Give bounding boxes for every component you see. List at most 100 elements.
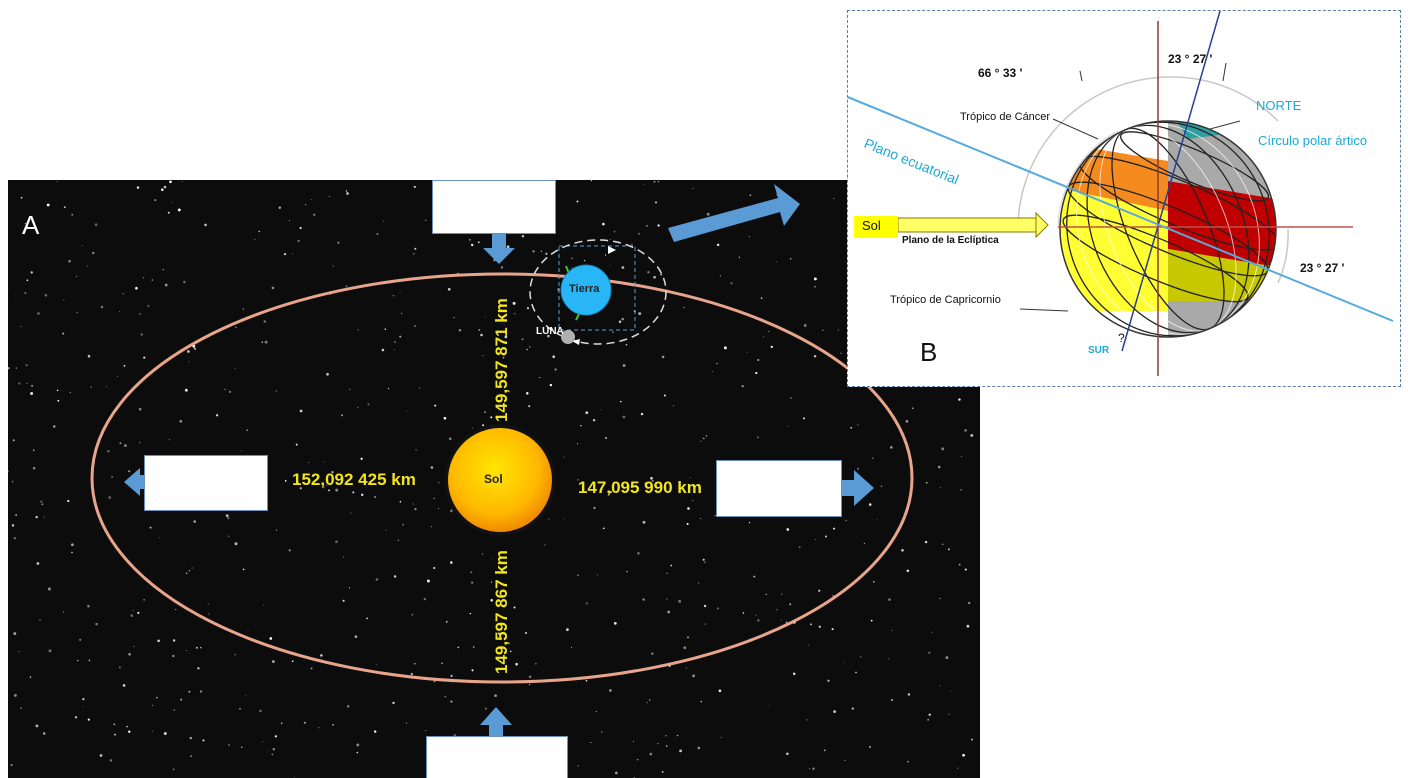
star	[685, 667, 687, 669]
star	[318, 727, 320, 729]
star	[171, 201, 173, 203]
star	[264, 340, 268, 344]
star	[901, 549, 904, 552]
star	[596, 574, 598, 576]
star	[928, 651, 931, 654]
star	[657, 224, 660, 227]
star	[263, 320, 266, 323]
star	[833, 198, 835, 200]
star	[241, 746, 243, 748]
star	[179, 419, 183, 423]
arrow-down-top	[483, 228, 515, 264]
star	[328, 489, 330, 492]
star	[526, 307, 530, 310]
star	[446, 621, 448, 623]
star	[478, 329, 481, 331]
star	[128, 730, 131, 733]
star	[418, 387, 421, 389]
star	[534, 662, 537, 665]
star	[56, 389, 59, 392]
star	[720, 736, 722, 738]
star	[809, 768, 811, 770]
star	[31, 384, 34, 387]
star	[703, 604, 707, 608]
star	[683, 646, 687, 650]
star	[663, 394, 666, 397]
star	[41, 503, 44, 505]
star	[140, 333, 143, 336]
star	[323, 487, 325, 489]
star	[609, 239, 611, 240]
star	[443, 416, 447, 420]
star	[577, 479, 579, 481]
star	[490, 416, 493, 419]
star	[768, 704, 770, 706]
star	[931, 631, 933, 633]
star	[305, 204, 307, 206]
star	[667, 610, 671, 614]
tropico-cancer-label: Trópico de Cáncer	[960, 111, 1051, 123]
star	[814, 285, 816, 288]
star	[234, 654, 236, 656]
star	[907, 693, 911, 696]
star	[349, 388, 351, 390]
star	[762, 336, 764, 338]
star	[399, 335, 402, 338]
star	[345, 190, 348, 192]
star	[245, 695, 247, 697]
star	[497, 632, 500, 635]
star	[818, 625, 821, 628]
star	[173, 709, 175, 711]
star	[539, 377, 541, 379]
label-box-right[interactable]	[716, 460, 842, 517]
star	[411, 613, 414, 616]
label-box-bottom[interactable]	[426, 736, 568, 778]
star	[99, 754, 103, 757]
star	[585, 411, 589, 415]
star	[924, 540, 928, 544]
star	[342, 599, 345, 602]
star	[320, 654, 323, 657]
label-box-left[interactable]	[144, 455, 268, 511]
star	[433, 680, 436, 683]
moon	[561, 330, 575, 344]
star	[605, 437, 607, 439]
star	[149, 526, 152, 529]
star	[143, 356, 146, 359]
star	[433, 566, 436, 570]
star	[430, 526, 432, 528]
star	[307, 461, 310, 464]
moon-label: LUNA	[536, 326, 564, 337]
star	[749, 194, 752, 197]
star	[647, 271, 650, 274]
star	[116, 375, 119, 377]
arrow-to-panel-b	[668, 184, 800, 242]
star	[295, 443, 298, 446]
star	[188, 569, 191, 572]
star	[704, 623, 707, 625]
star	[802, 417, 806, 420]
star	[57, 399, 60, 402]
star	[765, 593, 767, 596]
label-box-top[interactable]	[432, 180, 556, 234]
star	[453, 316, 455, 319]
star	[122, 684, 126, 687]
star	[746, 352, 748, 354]
star	[266, 751, 268, 753]
star	[406, 410, 408, 412]
star	[687, 636, 689, 639]
star	[601, 731, 603, 733]
star	[14, 295, 16, 297]
globe-svg	[848, 11, 1394, 376]
star	[326, 372, 329, 376]
star	[373, 496, 377, 499]
star	[299, 226, 302, 230]
star	[157, 639, 160, 643]
star	[62, 332, 65, 335]
star	[25, 364, 28, 367]
star	[167, 211, 170, 214]
star	[114, 733, 116, 736]
star	[697, 746, 701, 750]
star	[297, 239, 300, 243]
star	[714, 514, 716, 517]
